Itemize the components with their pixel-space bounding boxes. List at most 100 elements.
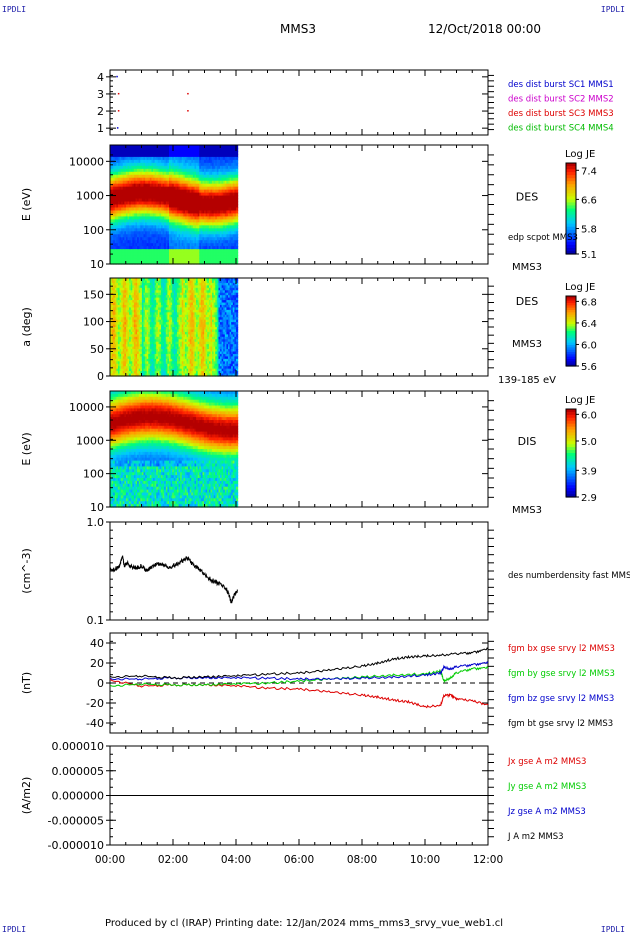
heatmap-cell xyxy=(117,373,121,377)
heatmap-cell xyxy=(114,147,117,152)
heatmap-cell xyxy=(194,243,197,247)
heatmap-cell xyxy=(180,213,183,217)
heatmap-cell xyxy=(196,162,199,167)
heatmap-cell xyxy=(216,156,220,161)
heatmap-cell xyxy=(137,371,140,375)
heatmap-cell xyxy=(132,353,135,357)
heatmap-cell xyxy=(149,156,153,161)
heatmap-cell xyxy=(235,234,239,238)
heatmap-cell xyxy=(149,278,153,282)
heatmap-cell xyxy=(226,192,229,197)
heatmap-cell xyxy=(125,216,129,220)
heatmap-cell xyxy=(196,165,199,170)
heatmap-cell xyxy=(215,243,218,247)
heatmap-cell xyxy=(164,153,167,158)
heatmap-cell xyxy=(148,366,151,370)
heatmap-cell xyxy=(218,150,221,155)
heatmap-cell xyxy=(133,346,137,350)
heatmap-cell xyxy=(210,210,213,215)
heatmap-cell xyxy=(156,363,159,367)
heatmap-cell xyxy=(173,145,176,149)
heatmap-cell xyxy=(132,339,135,343)
heatmap-cell xyxy=(215,222,218,226)
heatmap-cell xyxy=(137,258,140,262)
heatmap-cell xyxy=(113,373,116,377)
heatmap-cell xyxy=(145,304,148,308)
heatmap-cell xyxy=(197,252,200,256)
heatmap-cell xyxy=(110,312,113,316)
heatmap-cell xyxy=(143,231,146,235)
heatmap-cell xyxy=(159,366,162,370)
heatmap-cell xyxy=(215,252,218,256)
heatmap-cell xyxy=(153,334,156,338)
heatmap-cell xyxy=(164,177,167,182)
heatmap-cell xyxy=(213,168,216,173)
heatmap-cell xyxy=(200,159,204,164)
heatmap-cell xyxy=(138,351,141,355)
heatmap-cell xyxy=(117,147,121,152)
heatmap-cell xyxy=(164,280,167,284)
heatmap-cell xyxy=(164,292,167,296)
heatmap-cell xyxy=(129,177,132,182)
heatmap-cell xyxy=(167,180,170,185)
heatmap-cell xyxy=(143,228,146,232)
heatmap-cell xyxy=(133,153,137,158)
heatmap-cell xyxy=(191,195,194,200)
heatmap-cell xyxy=(156,183,159,188)
heatmap-cell xyxy=(110,278,113,282)
heatmap-cell xyxy=(232,183,235,188)
heatmap-cell xyxy=(140,349,143,353)
heatmap-cell xyxy=(202,258,205,262)
heatmap-cell xyxy=(121,145,124,149)
heatmap-cell xyxy=(117,319,121,323)
heatmap-cell xyxy=(137,292,140,296)
heatmap-cell xyxy=(220,225,223,229)
heatmap-cell xyxy=(159,255,162,259)
heatmap-cell xyxy=(224,168,228,173)
heatmap-cell xyxy=(124,371,127,375)
heatmap-cell xyxy=(132,290,135,294)
heatmap-cell xyxy=(188,198,191,203)
heatmap-cell xyxy=(178,243,181,247)
heatmap-cell xyxy=(192,171,196,176)
heatmap-cell xyxy=(127,207,130,212)
heatmap-cell xyxy=(132,361,135,365)
heatmap-cell xyxy=(162,198,165,203)
heatmap-cell xyxy=(129,171,132,176)
heatmap-cell xyxy=(130,165,133,170)
heatmap-cell xyxy=(169,361,172,365)
heatmap-cell xyxy=(200,225,204,229)
heatmap-cell xyxy=(129,300,132,304)
heatmap-cell xyxy=(162,237,165,241)
heatmap-cell xyxy=(149,171,153,176)
heatmap-cell xyxy=(165,153,169,158)
heatmap-cell xyxy=(122,295,125,299)
heatmap-cell xyxy=(191,153,194,158)
heatmap-cell xyxy=(164,252,167,256)
heatmap-cell xyxy=(216,153,220,158)
heatmap-cell xyxy=(143,234,146,238)
heatmap-cell xyxy=(170,216,173,220)
heatmap-cell xyxy=(127,186,130,191)
heatmap-cell xyxy=(172,231,175,235)
heatmap-cell xyxy=(149,287,153,291)
heatmap-cell xyxy=(119,228,122,232)
heatmap-cell xyxy=(216,207,220,212)
heatmap-cell xyxy=(208,145,212,149)
heatmap-cell xyxy=(228,150,231,155)
heatmap-cell xyxy=(157,186,161,191)
heatmap-cell xyxy=(154,353,157,357)
heatmap-cell xyxy=(124,336,127,340)
heatmap-cell xyxy=(138,300,141,304)
heatmap-cell xyxy=(114,314,117,318)
heatmap-cell xyxy=(176,195,180,200)
heatmap-cell xyxy=(176,156,180,161)
heatmap-cell xyxy=(234,177,237,182)
heatmap-cell xyxy=(137,255,140,259)
heatmap-cell xyxy=(140,344,143,348)
heatmap-cell xyxy=(170,314,173,318)
heatmap-cell xyxy=(165,258,169,262)
heatmap-cell xyxy=(145,255,148,259)
heatmap-cell xyxy=(157,246,161,250)
heatmap-cell xyxy=(151,346,154,350)
